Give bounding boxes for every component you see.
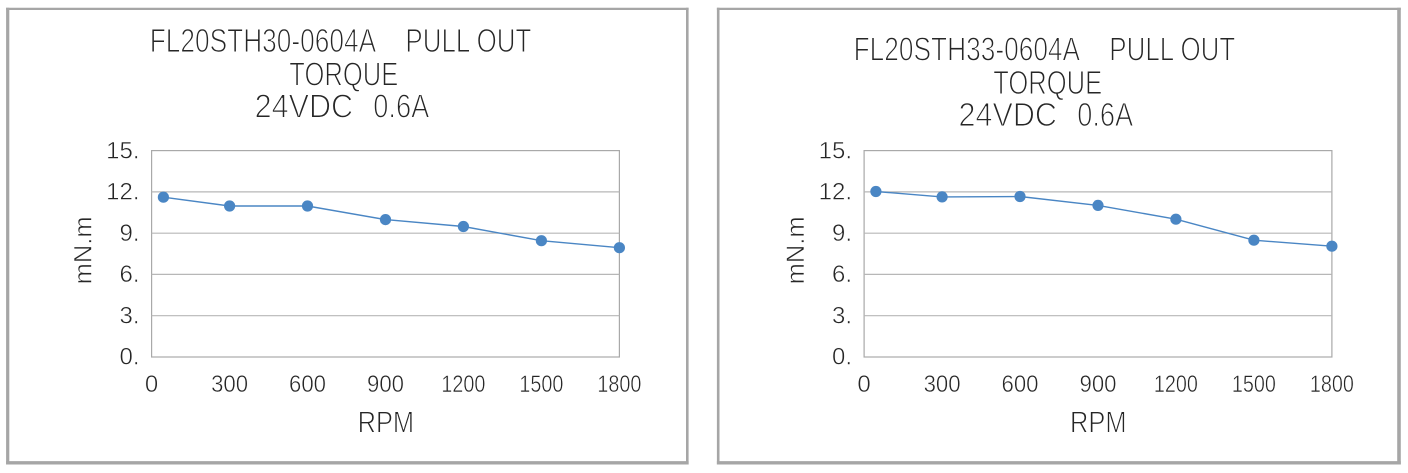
svg-text:mN.m: mN.m xyxy=(70,216,98,284)
svg-text:FL20STH30-0604A: FL20STH30-0604A xyxy=(150,22,377,59)
svg-text:15.: 15. xyxy=(819,137,852,164)
svg-text:RPM: RPM xyxy=(358,405,415,440)
svg-text:24VDC: 24VDC xyxy=(255,88,354,125)
svg-text:0.: 0. xyxy=(119,344,139,371)
svg-text:12.: 12. xyxy=(106,179,139,206)
svg-text:0.6A: 0.6A xyxy=(373,88,429,125)
svg-text:24VDC: 24VDC xyxy=(959,96,1058,133)
svg-text:0.: 0. xyxy=(832,344,852,371)
svg-text:3.: 3. xyxy=(119,302,139,329)
svg-text:900: 900 xyxy=(367,371,404,398)
svg-text:1500: 1500 xyxy=(1232,371,1276,398)
svg-text:1800: 1800 xyxy=(597,371,641,398)
svg-text:0.6A: 0.6A xyxy=(1077,96,1133,133)
svg-text:1200: 1200 xyxy=(441,371,485,398)
svg-text:0: 0 xyxy=(857,371,870,398)
svg-text:9.: 9. xyxy=(119,220,139,247)
svg-text:RPM: RPM xyxy=(1070,405,1127,440)
svg-text:15.: 15. xyxy=(106,137,139,164)
svg-text:1800: 1800 xyxy=(1310,371,1354,398)
svg-text:PULL OUT: PULL OUT xyxy=(1109,31,1235,68)
svg-text:1200: 1200 xyxy=(1154,371,1198,398)
svg-text:9.: 9. xyxy=(832,220,852,247)
svg-text:TORQUE: TORQUE xyxy=(289,56,398,93)
svg-text:6.: 6. xyxy=(119,261,139,288)
svg-text:3.: 3. xyxy=(832,302,852,329)
svg-text:PULL OUT: PULL OUT xyxy=(405,22,531,59)
svg-text:900: 900 xyxy=(1080,371,1117,398)
svg-text:300: 300 xyxy=(211,371,248,398)
svg-text:0: 0 xyxy=(145,371,158,398)
svg-text:FL20STH33-0604A: FL20STH33-0604A xyxy=(854,31,1081,68)
svg-text:600: 600 xyxy=(1002,371,1039,398)
svg-text:600: 600 xyxy=(289,371,326,398)
svg-text:12.: 12. xyxy=(819,179,852,206)
svg-text:TORQUE: TORQUE xyxy=(993,64,1102,101)
svg-text:mN.m: mN.m xyxy=(782,216,810,284)
svg-text:300: 300 xyxy=(924,371,961,398)
svg-text:6.: 6. xyxy=(832,261,852,288)
svg-text:1500: 1500 xyxy=(519,371,563,398)
